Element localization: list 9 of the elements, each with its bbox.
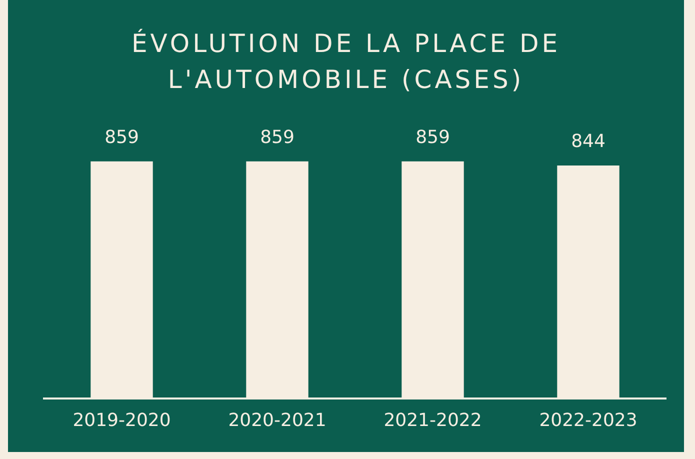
x-tick-label: 2021-2022 [384,410,482,431]
data-label: 844 [571,131,606,152]
x-tick-label: 2019-2020 [72,410,171,431]
data-label: 859 [104,126,139,148]
x-tick-label: 2022-2023 [539,410,638,431]
x-tick-label: 2020-2021 [228,410,326,431]
data-label: 859 [260,126,294,148]
chart-title: ÉVOLUTION DE LA PLACE DE L'AUTOMOBILE (CASES) [130,28,562,96]
data-label: 859 [416,126,450,148]
